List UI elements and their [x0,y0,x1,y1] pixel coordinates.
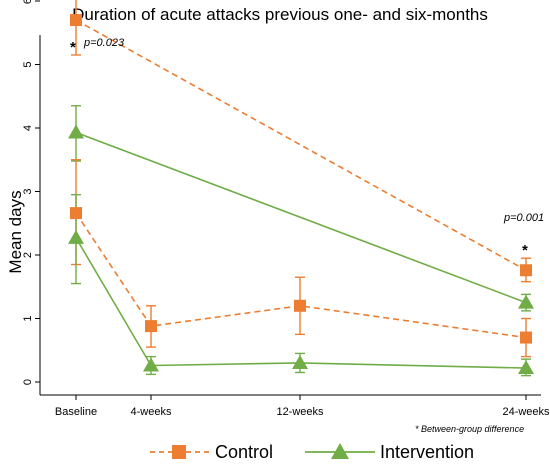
control-six-month-square-point [70,14,82,27]
chart-title: Duration of acute attacks previous one- … [72,5,488,24]
control-series-line [75,212,527,339]
intervention-six-month-triangle-point [68,124,84,139]
y-tick-label: 6 [22,0,34,4]
legend: Control Intervention [150,442,474,462]
control-six-month-line [75,19,527,271]
intervention-six-month-triangle-point [518,294,534,309]
legend-intervention-triangle-marker [331,443,349,459]
series-layer [68,0,534,377]
intervention-six-month-line [75,131,527,304]
intervention-triangle-point [143,357,159,372]
legend-control-square-marker [172,445,186,459]
y-tick-label: 1 [22,315,34,321]
x-tick-label: Baseline [55,406,97,418]
control-square-point [520,331,532,344]
y-axis-label: Mean days [6,190,25,273]
p-value-right: p=0.001 [503,212,544,224]
y-tick-label: 3 [22,188,34,194]
legend-item-intervention: Intervention [305,442,474,462]
control-square-point [145,320,157,333]
intervention-triangle-point [292,354,308,369]
significance-star-left: * [70,39,76,56]
y-tick-label: 0 [22,379,34,385]
footnote: * Between-group difference [415,424,524,434]
intervention-triangle-point [68,229,84,244]
p-value-left: p=0.023 [83,37,125,49]
axes: 0 1 2 3 4 5 6 Baseline 4-weeks 12-weeks 24-weeks [22,0,550,418]
legend-control-label: Control [215,442,273,462]
significance-star-right: * [522,242,528,259]
intervention-triangle-point [518,360,534,375]
annotation-layer: * p=0.023 p=0.001 * * Between-group diff… [70,37,544,434]
control-six-month-square-point [520,264,532,277]
control-square-point [294,299,306,312]
y-tick-label: 4 [22,125,34,131]
x-tick-label: 12-weeks [276,406,324,418]
legend-item-control: Control [150,442,273,462]
y-tick-label: 5 [22,61,34,67]
intervention-series-line [75,237,527,369]
y-tick-label: 2 [22,252,34,258]
control-square-point [70,207,82,220]
x-tick-label: 24-weeks [502,406,550,418]
legend-intervention-label: Intervention [380,442,474,462]
x-tick-label: 4-weeks [131,406,172,418]
